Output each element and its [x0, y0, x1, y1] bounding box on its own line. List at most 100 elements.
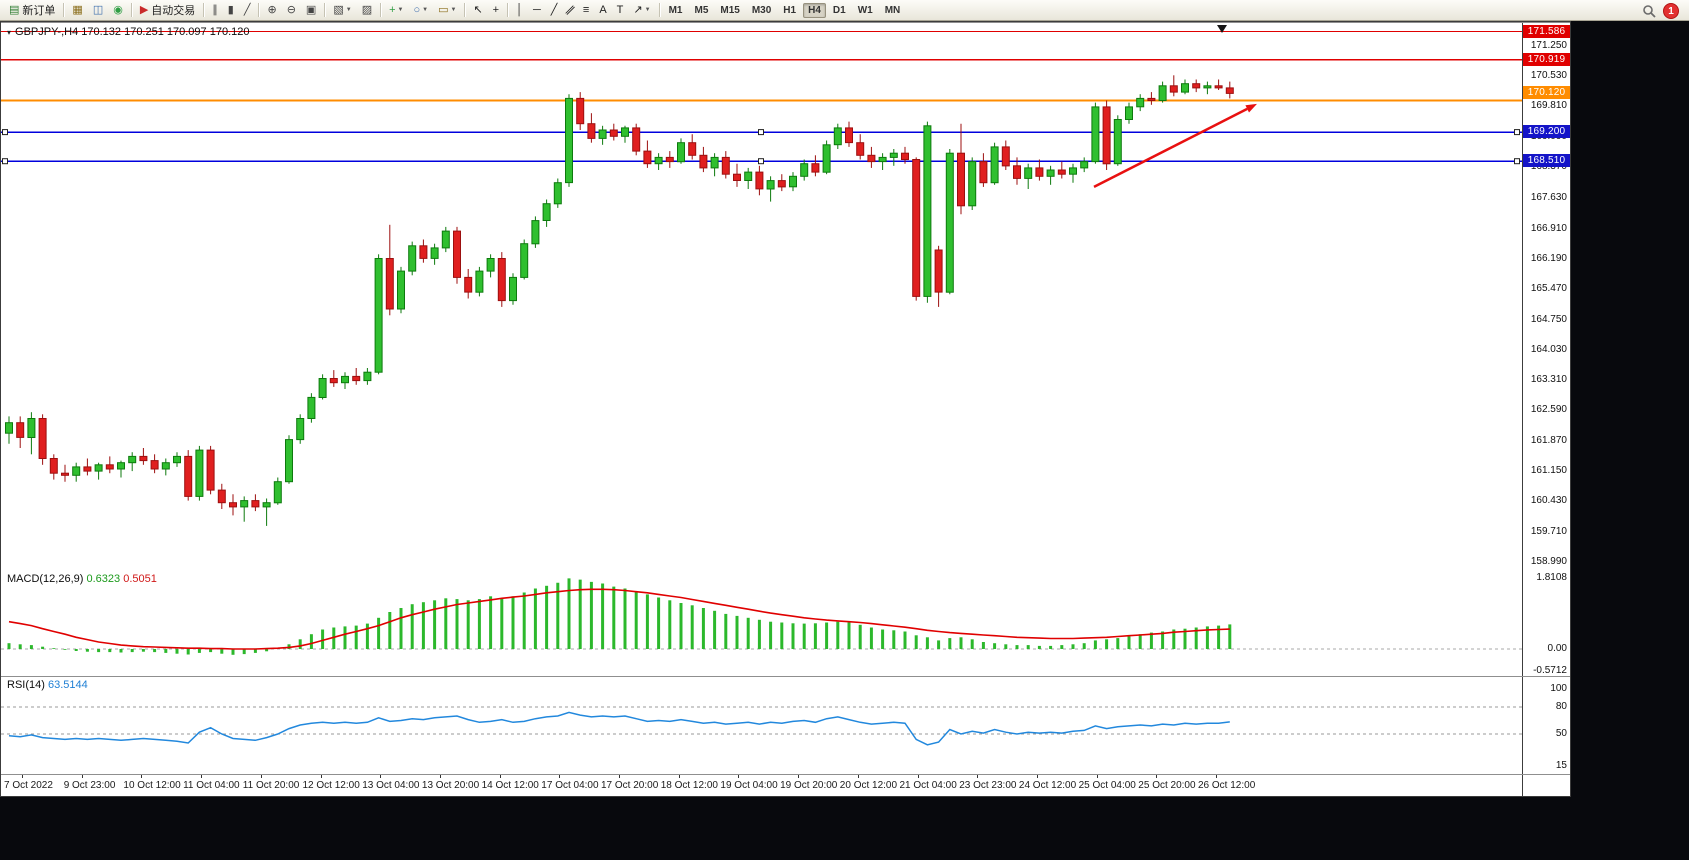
- line-handle[interactable]: [758, 129, 764, 136]
- pane-divider[interactable]: [1, 676, 1570, 677]
- line-handle[interactable]: [758, 158, 764, 165]
- macd-label: MACD(12,26,9) 0.6323 0.5051: [7, 573, 157, 585]
- time-label: 25 Oct 20:00: [1138, 780, 1196, 791]
- auto-trading-button[interactable]: ▶ 自动交易: [136, 1, 199, 20]
- timeframe-m30-button[interactable]: M30: [751, 4, 772, 16]
- candle: [733, 163, 741, 187]
- candlestick-chart-button[interactable]: ▮: [224, 1, 238, 20]
- text-button[interactable]: A: [595, 1, 610, 20]
- candle: [979, 153, 988, 187]
- timeframe-d1-button[interactable]: D1: [832, 4, 846, 16]
- auto-arrange-button[interactable]: ▧ ▼: [329, 1, 355, 20]
- zoom-out-button[interactable]: ⊖: [283, 1, 300, 20]
- chart-menu-icon[interactable]: ▾: [7, 28, 12, 37]
- candle: [1192, 79, 1201, 93]
- candle: [542, 199, 551, 227]
- toolbar-separator: [380, 3, 382, 17]
- candle: [430, 243, 439, 265]
- shapes-button[interactable]: ↗ ▼: [629, 1, 654, 20]
- vertical-line-button[interactable]: │: [512, 1, 527, 20]
- new-order-icon: ▤: [9, 3, 20, 16]
- candle: [665, 151, 674, 168]
- candle: [184, 450, 193, 501]
- notification-badge[interactable]: 1: [1663, 3, 1679, 19]
- timeframe-m5-button[interactable]: M5: [694, 4, 709, 16]
- label-icon: T: [616, 3, 624, 16]
- macd-axis-label: -0.5712: [1533, 665, 1567, 677]
- trend-arrow-object[interactable]: [1093, 103, 1257, 189]
- candle: [128, 452, 137, 472]
- zoom-in-button[interactable]: ⊕: [263, 1, 280, 20]
- ohlc-values: 170.132 170.251 170.097 170.120: [81, 26, 250, 38]
- templates-button[interactable]: ▭ ▼: [434, 1, 460, 20]
- timeframe-mn-button[interactable]: MN: [884, 4, 901, 16]
- channel-button[interactable]: ∥: [563, 1, 577, 20]
- chevron-down-icon[interactable]: ▼: [345, 7, 352, 13]
- indicators-button[interactable]: + ▼: [385, 1, 407, 20]
- candle: [117, 460, 125, 478]
- fibonacci-button[interactable]: ≡: [579, 1, 593, 20]
- macd-pane[interactable]: [1, 571, 1522, 676]
- timeframe-m1-button[interactable]: M1: [668, 4, 683, 16]
- cursor-button[interactable]: ↖: [469, 1, 486, 20]
- candlestick-chart-icon: ▮: [227, 3, 234, 16]
- candle: [94, 462, 103, 480]
- pane-divider[interactable]: [1, 22, 1570, 23]
- shift-end-marker[interactable]: [1217, 25, 1227, 33]
- chevron-down-icon[interactable]: ▼: [644, 7, 651, 13]
- tile-windows-button[interactable]: ▣: [302, 1, 320, 20]
- charts-window-button[interactable]: ▦: [68, 1, 86, 20]
- price-tick: 164.750: [1530, 313, 1567, 325]
- candle: [957, 123, 965, 215]
- profiles-icon: ◫: [92, 3, 104, 16]
- label-button[interactable]: T: [613, 1, 628, 20]
- line-handle[interactable]: [1514, 129, 1520, 136]
- candle: [1125, 102, 1133, 124]
- rsi-pane[interactable]: [1, 677, 1522, 774]
- trendline-button[interactable]: ╱: [547, 1, 562, 20]
- candle: [856, 134, 865, 160]
- periods-button[interactable]: ○ ▼: [409, 1, 432, 20]
- market-watch-button[interactable]: ◉: [109, 1, 127, 20]
- candle: [1181, 79, 1189, 95]
- profiles-button[interactable]: ◫: [89, 1, 107, 20]
- line-chart-button[interactable]: ╱: [240, 1, 255, 20]
- new-order-button[interactable]: ▤ 新订单: [5, 1, 59, 20]
- time-tick: [738, 775, 740, 778]
- chevron-down-icon[interactable]: ▼: [450, 7, 457, 13]
- line-handle[interactable]: [2, 129, 8, 136]
- candle: [710, 153, 719, 177]
- rsi-line: [8, 711, 1230, 746]
- crosshair-button[interactable]: +: [489, 1, 503, 20]
- search-icon[interactable]: [1642, 4, 1656, 18]
- price-axis[interactable]: 171.250170.530169.810169.090168.370167.6…: [1522, 22, 1570, 796]
- candle: [285, 435, 293, 484]
- chevron-down-icon[interactable]: ▼: [422, 7, 429, 13]
- line-handle[interactable]: [1514, 158, 1520, 165]
- price-tick: 171.250: [1530, 39, 1567, 51]
- bar-chart-button[interactable]: ∥: [208, 1, 222, 20]
- cascade-windows-button[interactable]: ▨: [358, 1, 376, 20]
- line-handle[interactable]: [2, 158, 8, 165]
- candle: [307, 393, 316, 423]
- horizontal-line-button[interactable]: ─: [529, 1, 545, 20]
- candle: [811, 155, 820, 177]
- candle: [677, 138, 685, 164]
- time-label: 21 Oct 04:00: [899, 780, 957, 791]
- cascade-windows-icon: ▨: [361, 3, 373, 16]
- macd-axis-label: 0.00: [1547, 643, 1567, 654]
- timeframe-m15-button[interactable]: M15: [720, 4, 740, 16]
- candle: [497, 252, 506, 307]
- time-label: 11 Oct 20:00: [242, 780, 300, 791]
- chevron-down-icon[interactable]: ▼: [397, 7, 404, 13]
- candle: [755, 165, 764, 196]
- time-tick: [1096, 775, 1098, 778]
- timeframe-h4-button[interactable]: H4: [803, 2, 826, 18]
- price-pane[interactable]: [1, 22, 1522, 570]
- timeframe-w1-button[interactable]: W1: [857, 4, 873, 16]
- candle: [318, 374, 327, 400]
- time-axis[interactable]: 7 Oct 2022 9 Oct 23:00 10 Oct 12:00 11 Oct …: [1, 775, 1522, 796]
- timeframe-h1-button[interactable]: H1: [783, 4, 797, 16]
- templates-icon: ▭: [438, 3, 449, 16]
- candle: [766, 176, 775, 202]
